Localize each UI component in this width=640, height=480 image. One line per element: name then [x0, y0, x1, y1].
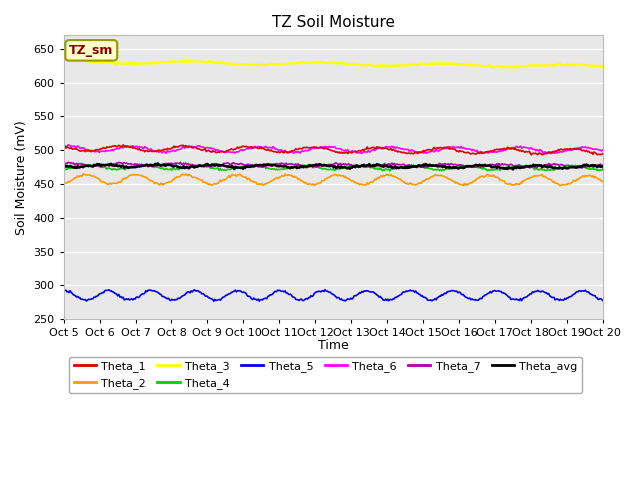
Theta_6 [320, 144, 328, 149]
Theta_6 [588, 146, 596, 152]
Theta_1 [502, 146, 510, 152]
Theta_6 [60, 143, 68, 149]
Theta_7 [588, 164, 596, 169]
Theta_2 [588, 174, 596, 180]
Line: Theta_1: Theta_1 [64, 145, 603, 155]
Y-axis label: Soil Moisture (mV): Soil Moisture (mV) [15, 120, 28, 235]
Theta_7 [599, 162, 607, 168]
Line: Theta_7: Theta_7 [64, 162, 603, 168]
Theta_2 [353, 180, 360, 186]
Theta_3 [317, 60, 324, 65]
Theta_avg [588, 162, 596, 168]
X-axis label: Time: Time [318, 339, 349, 352]
Theta_1 [320, 146, 328, 152]
Theta_6 [502, 146, 510, 152]
Theta_3 [353, 61, 360, 67]
Theta_3 [588, 63, 596, 69]
Theta_3 [599, 64, 607, 70]
Theta_5 [210, 299, 218, 304]
Theta_avg [509, 167, 516, 172]
Theta_7 [60, 160, 68, 166]
Theta_4 [317, 165, 324, 171]
Theta_7 [353, 162, 360, 168]
Theta_3 [60, 57, 68, 62]
Theta_7 [502, 162, 510, 168]
Theta_2 [557, 182, 564, 188]
Theta_5 [599, 298, 607, 303]
Theta_5 [320, 288, 328, 294]
Theta_2 [317, 180, 324, 186]
Title: TZ Soil Moisture: TZ Soil Moisture [271, 15, 395, 30]
Theta_3 [67, 57, 74, 62]
Theta_1 [119, 142, 127, 148]
Theta_2 [60, 181, 68, 187]
Theta_6 [381, 144, 389, 150]
Theta_5 [60, 288, 68, 293]
Theta_1 [599, 151, 607, 156]
Theta_5 [588, 292, 596, 298]
Theta_2 [502, 180, 510, 186]
Line: Theta_3: Theta_3 [64, 60, 603, 68]
Theta_avg [502, 166, 510, 171]
Theta_6 [599, 147, 607, 153]
Theta_6 [353, 150, 360, 156]
Theta_1 [527, 152, 535, 158]
Theta_4 [381, 166, 389, 172]
Theta_avg [154, 160, 161, 166]
Theta_avg [320, 162, 328, 168]
Theta_1 [353, 149, 360, 155]
Legend: Theta_1, Theta_2, Theta_3, Theta_4, Theta_5, Theta_6, Theta_7, Theta_avg: Theta_1, Theta_2, Theta_3, Theta_4, Thet… [69, 357, 582, 393]
Line: Theta_2: Theta_2 [64, 174, 603, 185]
Theta_avg [381, 163, 389, 169]
Text: TZ_sm: TZ_sm [69, 44, 113, 57]
Line: Theta_5: Theta_5 [64, 290, 603, 301]
Theta_avg [60, 163, 68, 169]
Theta_5 [317, 289, 324, 295]
Theta_4 [60, 167, 68, 172]
Theta_7 [177, 159, 184, 165]
Theta_7 [320, 162, 328, 168]
Theta_4 [244, 161, 252, 167]
Theta_avg [599, 164, 607, 169]
Theta_avg [353, 163, 360, 169]
Theta_3 [320, 60, 328, 66]
Theta_2 [599, 179, 607, 184]
Theta_4 [386, 168, 394, 174]
Line: Theta_6: Theta_6 [64, 145, 603, 154]
Theta_6 [317, 144, 324, 150]
Theta_2 [381, 173, 389, 179]
Theta_2 [79, 171, 87, 177]
Theta_7 [317, 163, 324, 168]
Theta_1 [381, 145, 389, 151]
Theta_2 [320, 178, 328, 184]
Theta_7 [381, 162, 389, 168]
Theta_5 [321, 287, 329, 293]
Theta_4 [599, 166, 607, 172]
Theta_3 [504, 64, 511, 70]
Theta_4 [353, 164, 360, 169]
Theta_1 [317, 145, 324, 151]
Theta_6 [547, 151, 555, 156]
Theta_avg [317, 162, 324, 168]
Theta_3 [381, 62, 389, 68]
Theta_6 [64, 142, 72, 148]
Theta_1 [60, 143, 68, 148]
Theta_4 [504, 165, 511, 171]
Theta_5 [354, 292, 362, 298]
Line: Theta_avg: Theta_avg [64, 163, 603, 169]
Theta_5 [383, 298, 390, 303]
Theta_4 [320, 166, 328, 171]
Line: Theta_4: Theta_4 [64, 164, 603, 171]
Theta_7 [578, 165, 586, 171]
Theta_5 [504, 293, 511, 299]
Theta_4 [588, 166, 596, 172]
Theta_1 [588, 149, 596, 155]
Theta_3 [499, 65, 506, 71]
